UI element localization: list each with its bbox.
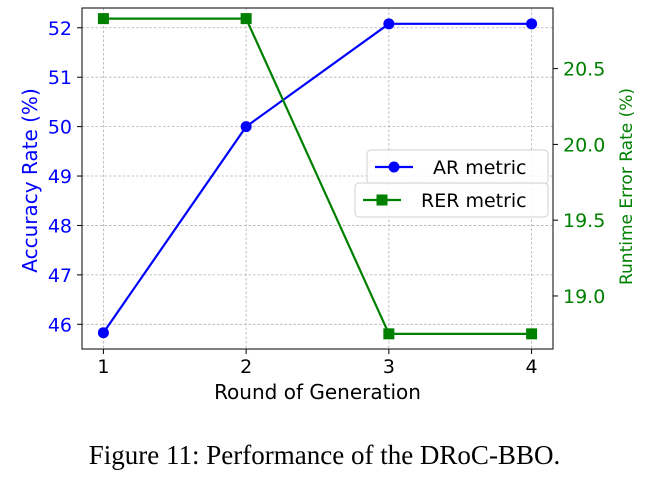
- series-line-ar-metric: [102, 22, 532, 334]
- y-left-tick-label: 47: [48, 265, 72, 287]
- axes-layer: 1 2 3 4 Round of Generation 46 47 48 49 50 51 52 Acc…: [18, 7, 637, 404]
- plot-frame: [81, 7, 554, 350]
- y-left-axis-label: Accuracy Rate (%): [18, 88, 42, 273]
- y-left-tick-label: 48: [48, 215, 72, 237]
- legend-marker: [376, 194, 388, 206]
- y-left-tick-label: 49: [48, 166, 72, 188]
- legend-marker: [388, 161, 400, 173]
- y-right-tick-label: 20.0: [563, 134, 605, 156]
- x-axis-label: Round of Generation: [214, 380, 421, 404]
- legend-label: AR metric: [433, 157, 526, 179]
- y-left-tick-label: 51: [48, 67, 72, 89]
- x-tick-label: 2: [240, 356, 252, 378]
- legend-label: RER metric: [421, 190, 527, 212]
- y-left-tick-label: 52: [48, 18, 72, 40]
- y-left-tick-label: 46: [48, 314, 72, 336]
- data-point: [526, 328, 538, 340]
- x-tick-label: 1: [97, 356, 109, 378]
- x-tick-label: 3: [383, 356, 395, 378]
- y-right-tick-label: 19.0: [563, 286, 605, 308]
- line-chart: 1 2 3 4 Round of Generation 46 47 48 49 50 51 52 Acc…: [18, 7, 637, 404]
- data-point: [240, 121, 252, 133]
- data-point: [97, 13, 109, 25]
- y-right-tick-label: 19.5: [563, 210, 605, 232]
- data-point: [383, 328, 395, 340]
- y-right-tick-label: 20.5: [563, 59, 605, 81]
- data-point: [97, 327, 109, 339]
- legend-box: [354, 182, 549, 218]
- y-right-axis-label: Runtime Error Rate (%): [617, 88, 637, 285]
- data-point: [383, 18, 395, 30]
- data-point: [240, 13, 252, 25]
- series-line-rer-metric: [103, 17, 532, 335]
- data-point: [526, 18, 538, 30]
- series-layer: [97, 13, 538, 340]
- figure-caption: Figure 11: Performance of the DRoC-BBO.: [88, 440, 561, 470]
- y-left-tick-label: 50: [48, 117, 72, 139]
- x-tick-label: 4: [526, 356, 538, 378]
- legend: AR metric RER metric: [354, 149, 549, 218]
